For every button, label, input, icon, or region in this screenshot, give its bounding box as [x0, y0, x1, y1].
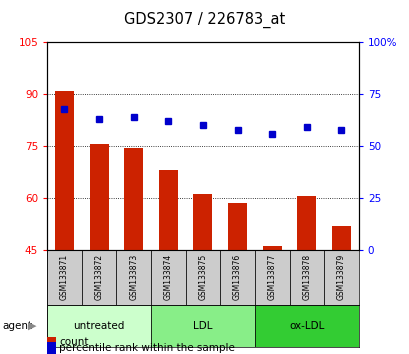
Bar	[289, 250, 324, 305]
Text: agent: agent	[2, 321, 32, 331]
Bar	[47, 250, 81, 305]
Text: LDL: LDL	[193, 321, 212, 331]
Text: GSM133874: GSM133874	[164, 254, 173, 301]
Text: untreated: untreated	[73, 321, 124, 331]
Bar	[254, 250, 289, 305]
Bar	[47, 305, 151, 347]
Bar	[116, 250, 151, 305]
Text: GDS2307 / 226783_at: GDS2307 / 226783_at	[124, 12, 285, 28]
Text: GSM133877: GSM133877	[267, 254, 276, 301]
Text: percentile rank within the sample: percentile rank within the sample	[59, 343, 235, 353]
Text: count: count	[59, 337, 89, 347]
Bar	[220, 250, 254, 305]
Text: GSM133878: GSM133878	[301, 254, 310, 300]
Text: ▶: ▶	[28, 321, 36, 331]
Text: GSM133879: GSM133879	[336, 254, 345, 301]
Bar	[297, 196, 316, 250]
Text: GSM133872: GSM133872	[94, 254, 103, 300]
Bar	[55, 91, 74, 250]
Bar	[193, 194, 212, 250]
Text: GSM133875: GSM133875	[198, 254, 207, 301]
Text: ox-LDL: ox-LDL	[288, 321, 324, 331]
Bar	[151, 250, 185, 305]
Bar	[254, 305, 358, 347]
Bar	[151, 305, 254, 347]
Bar	[81, 250, 116, 305]
Bar	[158, 170, 178, 250]
Bar	[185, 250, 220, 305]
Bar	[89, 144, 108, 250]
Text: GSM133873: GSM133873	[129, 254, 138, 301]
Text: GSM133871: GSM133871	[60, 254, 69, 300]
Text: GSM133876: GSM133876	[232, 254, 241, 301]
Bar	[331, 225, 350, 250]
Bar	[227, 203, 247, 250]
Bar	[324, 250, 358, 305]
Bar	[124, 148, 143, 250]
Bar	[262, 246, 281, 250]
